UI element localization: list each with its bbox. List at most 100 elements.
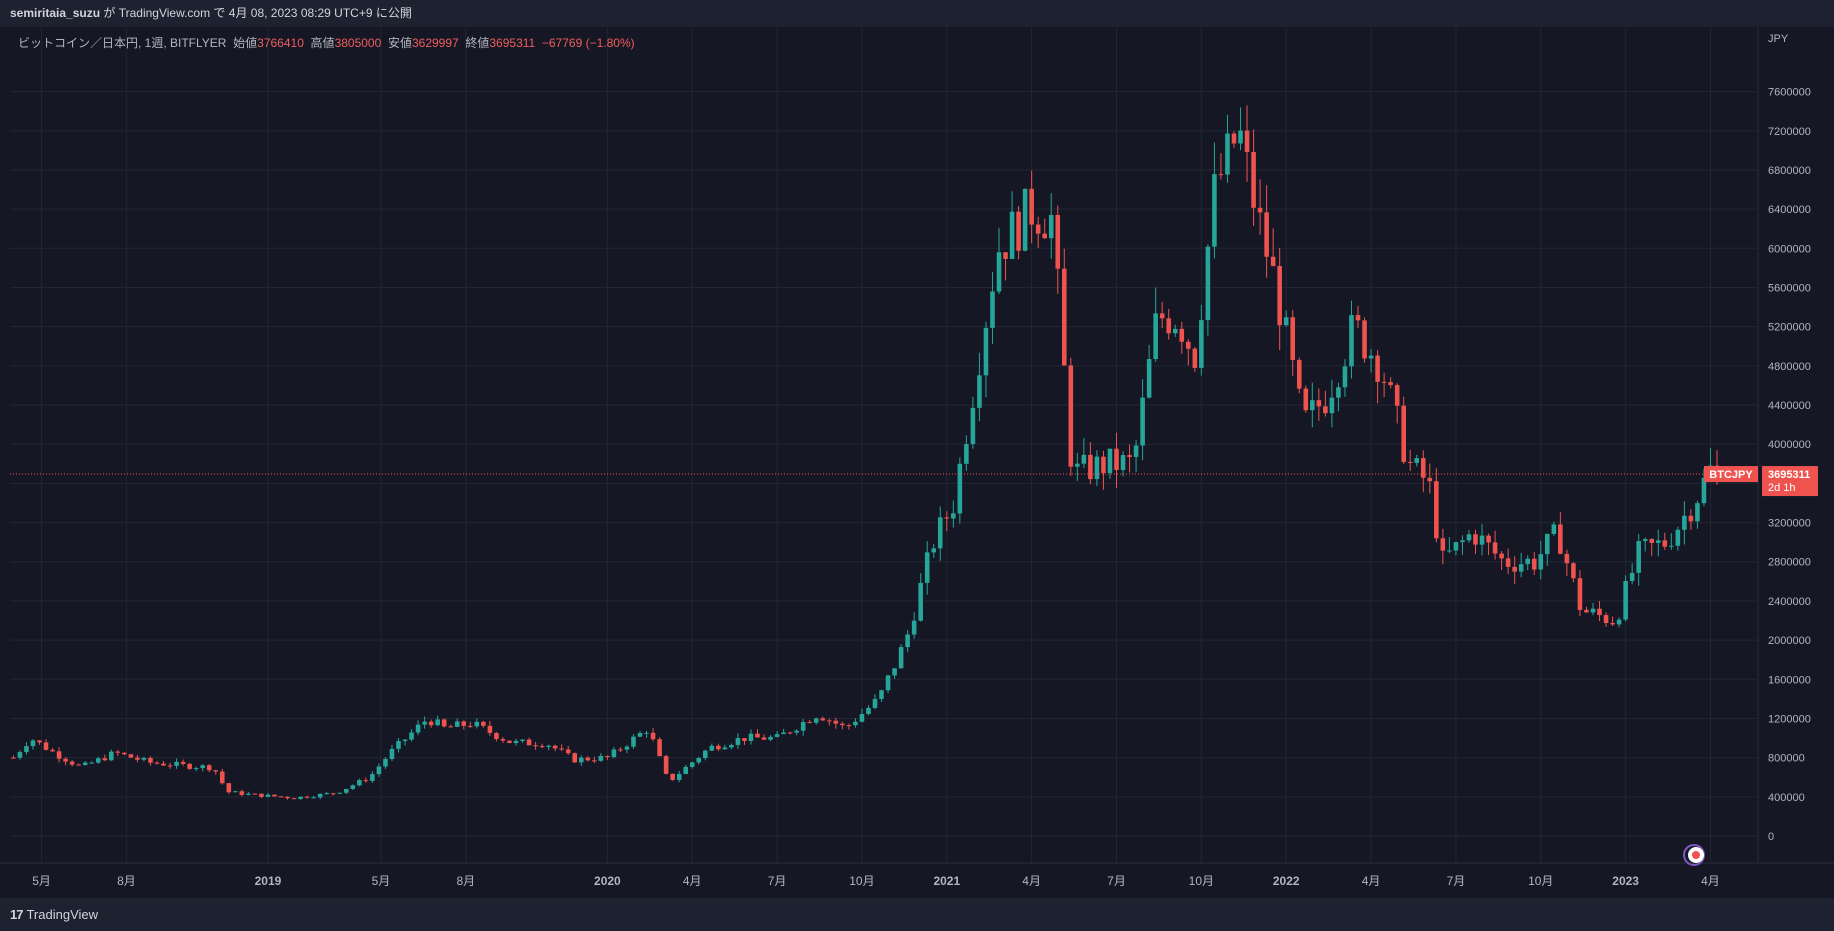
- candle-body: [1545, 533, 1550, 555]
- candle-body: [1048, 215, 1054, 239]
- candle-body: [631, 736, 636, 747]
- candles: [11, 105, 1720, 800]
- price-tag[interactable]: BTCJPY 3695311 2d 1h: [1704, 466, 1818, 497]
- price-tick-label: 6800000: [1768, 165, 1811, 177]
- price-tick-label: 5600000: [1768, 282, 1811, 294]
- grid-lines: [10, 27, 1758, 863]
- candle-body: [657, 739, 662, 757]
- candle-body: [931, 548, 937, 553]
- time-axis[interactable]: 5月 8月 2019 5月 8月 2020 4月 7月 10月 2021 4月 7月 10月 2022 4月…: [32, 874, 1720, 888]
- candle-body: [1238, 130, 1243, 144]
- candle-body: [187, 763, 192, 769]
- candle-body: [807, 722, 813, 724]
- candle-body: [1349, 315, 1354, 367]
- price-tick-label: 7200000: [1768, 126, 1811, 138]
- candle-body: [148, 757, 153, 763]
- candle-body: [1022, 188, 1028, 251]
- candle-body: [729, 744, 734, 748]
- candle-body: [259, 793, 264, 797]
- candle-body: [585, 757, 591, 761]
- candle-body: [1525, 558, 1531, 565]
- candle-body: [1140, 397, 1145, 446]
- price-chart[interactable]: JPY 0 400000 800000 1200000 1600000 2000000 24…: [0, 27, 1834, 898]
- candle-body: [226, 783, 232, 793]
- candle-body: [252, 793, 258, 795]
- candle-body: [1492, 542, 1498, 554]
- record-icon[interactable]: [1683, 844, 1705, 866]
- candle-body: [43, 742, 49, 750]
- author-name[interactable]: semiritaia_suzu: [10, 6, 101, 20]
- chart-background: [0, 27, 1834, 898]
- last-price-label: 3695311: [1768, 469, 1810, 481]
- candle-body: [1414, 458, 1420, 463]
- candle-body: [82, 762, 88, 765]
- candle-body: [840, 723, 845, 726]
- candle-body: [1114, 448, 1119, 471]
- candle-body: [1623, 580, 1628, 620]
- price-tick-label: 800000: [1768, 753, 1805, 765]
- candle-body: [102, 758, 108, 761]
- candle-body: [1127, 455, 1132, 457]
- candle-body: [128, 754, 134, 758]
- candle-body: [866, 707, 871, 714]
- candle-body: [774, 734, 780, 737]
- candle-body: [1362, 320, 1367, 359]
- candle-body: [800, 722, 806, 731]
- candle-body: [1584, 609, 1589, 613]
- symbol-description[interactable]: ビットコイン／日本円, 1週, BITFLYER: [18, 36, 227, 50]
- tradingview-logo-icon[interactable]: 17: [10, 907, 24, 922]
- candle-body: [1055, 215, 1061, 269]
- candle-body: [1434, 481, 1439, 539]
- candle-body: [892, 668, 897, 676]
- candle-body: [1218, 174, 1224, 176]
- candle-body: [337, 792, 343, 794]
- candle-body: [206, 765, 212, 771]
- candle-body: [317, 793, 323, 798]
- time-tick-label: 2020: [594, 874, 621, 888]
- candle-body: [1682, 515, 1687, 530]
- candle-body: [239, 791, 245, 795]
- brand-name[interactable]: TradingView: [26, 907, 99, 922]
- candle-body: [1146, 359, 1152, 398]
- candle-body: [1636, 541, 1641, 573]
- price-tick-label: 1600000: [1768, 674, 1811, 686]
- candle-body: [69, 761, 75, 765]
- candle-body: [539, 746, 545, 748]
- candle-body: [1512, 566, 1517, 572]
- candle-body: [109, 751, 114, 761]
- time-tick-label: 4月: [1701, 874, 1720, 888]
- candle-body: [396, 741, 401, 749]
- candle-body: [526, 739, 532, 746]
- time-tick-label: 8月: [456, 874, 475, 888]
- candle-body: [135, 757, 140, 760]
- candle-body: [957, 463, 963, 514]
- time-tick-label: 7月: [1107, 874, 1126, 888]
- candle-body: [1603, 615, 1609, 624]
- candle-body: [363, 780, 369, 782]
- candle-body: [1649, 539, 1655, 543]
- candle-body: [285, 796, 290, 799]
- publish-header: semiritaia_suzu が TradingView.com で 4月 0…: [0, 0, 1834, 27]
- candle-body: [1329, 397, 1335, 414]
- time-tick-label: 10月: [1189, 874, 1214, 888]
- candle-body: [820, 718, 826, 721]
- candle-body: [161, 763, 166, 766]
- high-label: 高値: [310, 36, 335, 50]
- candle-body: [716, 745, 721, 750]
- candle-body: [1401, 405, 1406, 462]
- candle-body: [76, 764, 81, 766]
- candle-body: [1075, 463, 1080, 467]
- candle-body: [343, 788, 349, 793]
- candle-body: [1251, 152, 1256, 208]
- candle-body: [1571, 563, 1576, 579]
- candle-body: [565, 749, 571, 754]
- candle-body: [1479, 535, 1485, 545]
- candle-body: [298, 796, 303, 799]
- low-value: 3629997: [411, 36, 459, 50]
- candle-body: [1303, 388, 1309, 411]
- candle-body: [1662, 540, 1668, 547]
- price-tick-label: 3200000: [1768, 518, 1811, 530]
- candle-body: [1368, 355, 1374, 359]
- candle-body: [748, 733, 754, 741]
- candle-body: [1688, 515, 1694, 522]
